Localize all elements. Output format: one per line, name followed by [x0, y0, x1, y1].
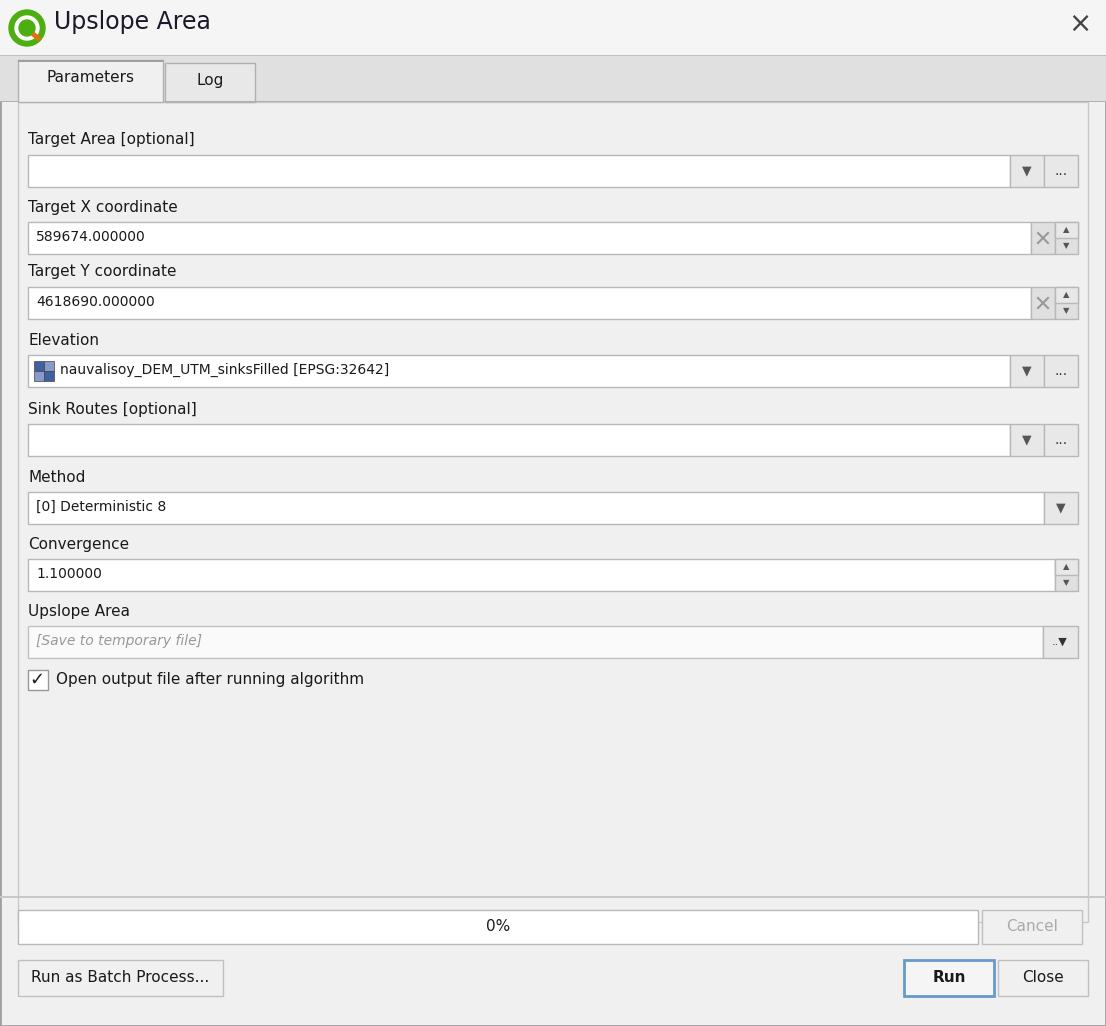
- Text: Upslope Area: Upslope Area: [54, 10, 211, 34]
- Text: Target Area [optional]: Target Area [optional]: [28, 132, 195, 147]
- Text: Target Y coordinate: Target Y coordinate: [28, 264, 177, 279]
- Bar: [998, 960, 1088, 996]
- Bar: [1010, 424, 1044, 456]
- Bar: [1031, 287, 1055, 319]
- Text: ▲: ▲: [1063, 226, 1070, 235]
- Bar: [28, 424, 1010, 456]
- Bar: [1010, 355, 1044, 387]
- Bar: [44, 371, 54, 381]
- Text: ▼: ▼: [1056, 502, 1066, 514]
- Text: ×: ×: [1068, 10, 1092, 38]
- Bar: [18, 960, 223, 996]
- Text: Elevation: Elevation: [28, 333, 100, 348]
- Bar: [28, 492, 1044, 524]
- Bar: [28, 559, 1055, 591]
- Text: Open output file after running algorithm: Open output file after running algorithm: [56, 672, 364, 687]
- Text: Cancel: Cancel: [1006, 919, 1058, 934]
- Text: ▼: ▼: [1022, 364, 1032, 378]
- Bar: [1044, 155, 1078, 187]
- Bar: [1055, 222, 1078, 238]
- Bar: [1031, 222, 1055, 254]
- Bar: [0, 56, 1106, 102]
- Text: ▼: ▼: [1063, 241, 1070, 250]
- Bar: [28, 287, 1031, 319]
- Bar: [1044, 492, 1078, 524]
- Text: ▼: ▼: [1022, 434, 1032, 446]
- Bar: [34, 371, 44, 381]
- Text: nauvalisoy_DEM_UTM_sinksFilled [EPSG:32642]: nauvalisoy_DEM_UTM_sinksFilled [EPSG:326…: [60, 363, 389, 378]
- Text: Close: Close: [1022, 970, 1064, 985]
- Text: ▼: ▼: [1022, 164, 1032, 177]
- Bar: [1055, 559, 1078, 591]
- Bar: [18, 60, 163, 102]
- Bar: [44, 361, 54, 371]
- Bar: [28, 222, 1031, 254]
- Bar: [1044, 355, 1078, 387]
- Text: ...: ...: [1054, 364, 1067, 378]
- Circle shape: [19, 19, 35, 36]
- Text: Sink Routes [optional]: Sink Routes [optional]: [28, 402, 197, 417]
- Text: ✓: ✓: [29, 671, 44, 689]
- Text: ▲: ▲: [1063, 562, 1070, 571]
- Bar: [1055, 287, 1078, 303]
- Text: ▼: ▼: [1063, 307, 1070, 316]
- Text: Parameters: Parameters: [46, 70, 134, 85]
- Bar: [28, 670, 48, 690]
- Text: 1.100000: 1.100000: [36, 567, 102, 581]
- Text: ▲: ▲: [1063, 290, 1070, 300]
- Bar: [18, 102, 1088, 922]
- Text: [Save to temporary file]: [Save to temporary file]: [36, 634, 202, 648]
- Text: ...: ...: [1054, 433, 1067, 447]
- Text: ▼: ▼: [1063, 579, 1070, 588]
- Bar: [0, 0, 1106, 56]
- Bar: [18, 60, 163, 62]
- Bar: [28, 355, 1010, 387]
- Bar: [1055, 287, 1078, 319]
- Text: Run as Batch Process...: Run as Batch Process...: [31, 970, 209, 985]
- Bar: [1010, 155, 1044, 187]
- Bar: [28, 155, 1010, 187]
- Bar: [0, 896, 1106, 898]
- Bar: [1055, 222, 1078, 254]
- Text: 589674.000000: 589674.000000: [36, 230, 146, 244]
- Text: 4618690.000000: 4618690.000000: [36, 295, 155, 309]
- Text: Log: Log: [196, 73, 223, 88]
- Circle shape: [15, 16, 39, 40]
- Bar: [1055, 559, 1078, 575]
- Bar: [28, 626, 1043, 658]
- Bar: [1044, 424, 1078, 456]
- Text: Convergence: Convergence: [28, 537, 129, 552]
- Circle shape: [9, 10, 45, 46]
- Text: [0] Deterministic 8: [0] Deterministic 8: [36, 500, 166, 514]
- Bar: [904, 960, 994, 996]
- Text: 0%: 0%: [486, 919, 510, 934]
- Bar: [18, 910, 978, 944]
- Text: Run: Run: [932, 970, 966, 985]
- Bar: [1043, 626, 1078, 658]
- Bar: [165, 63, 255, 102]
- Text: Method: Method: [28, 470, 85, 485]
- FancyArrow shape: [32, 33, 40, 40]
- Text: Upslope Area: Upslope Area: [28, 604, 131, 619]
- Text: ..▼: ..▼: [1052, 637, 1068, 647]
- Bar: [982, 910, 1082, 944]
- Bar: [34, 361, 44, 371]
- Text: ...: ...: [1054, 164, 1067, 177]
- Text: Target X coordinate: Target X coordinate: [28, 200, 178, 215]
